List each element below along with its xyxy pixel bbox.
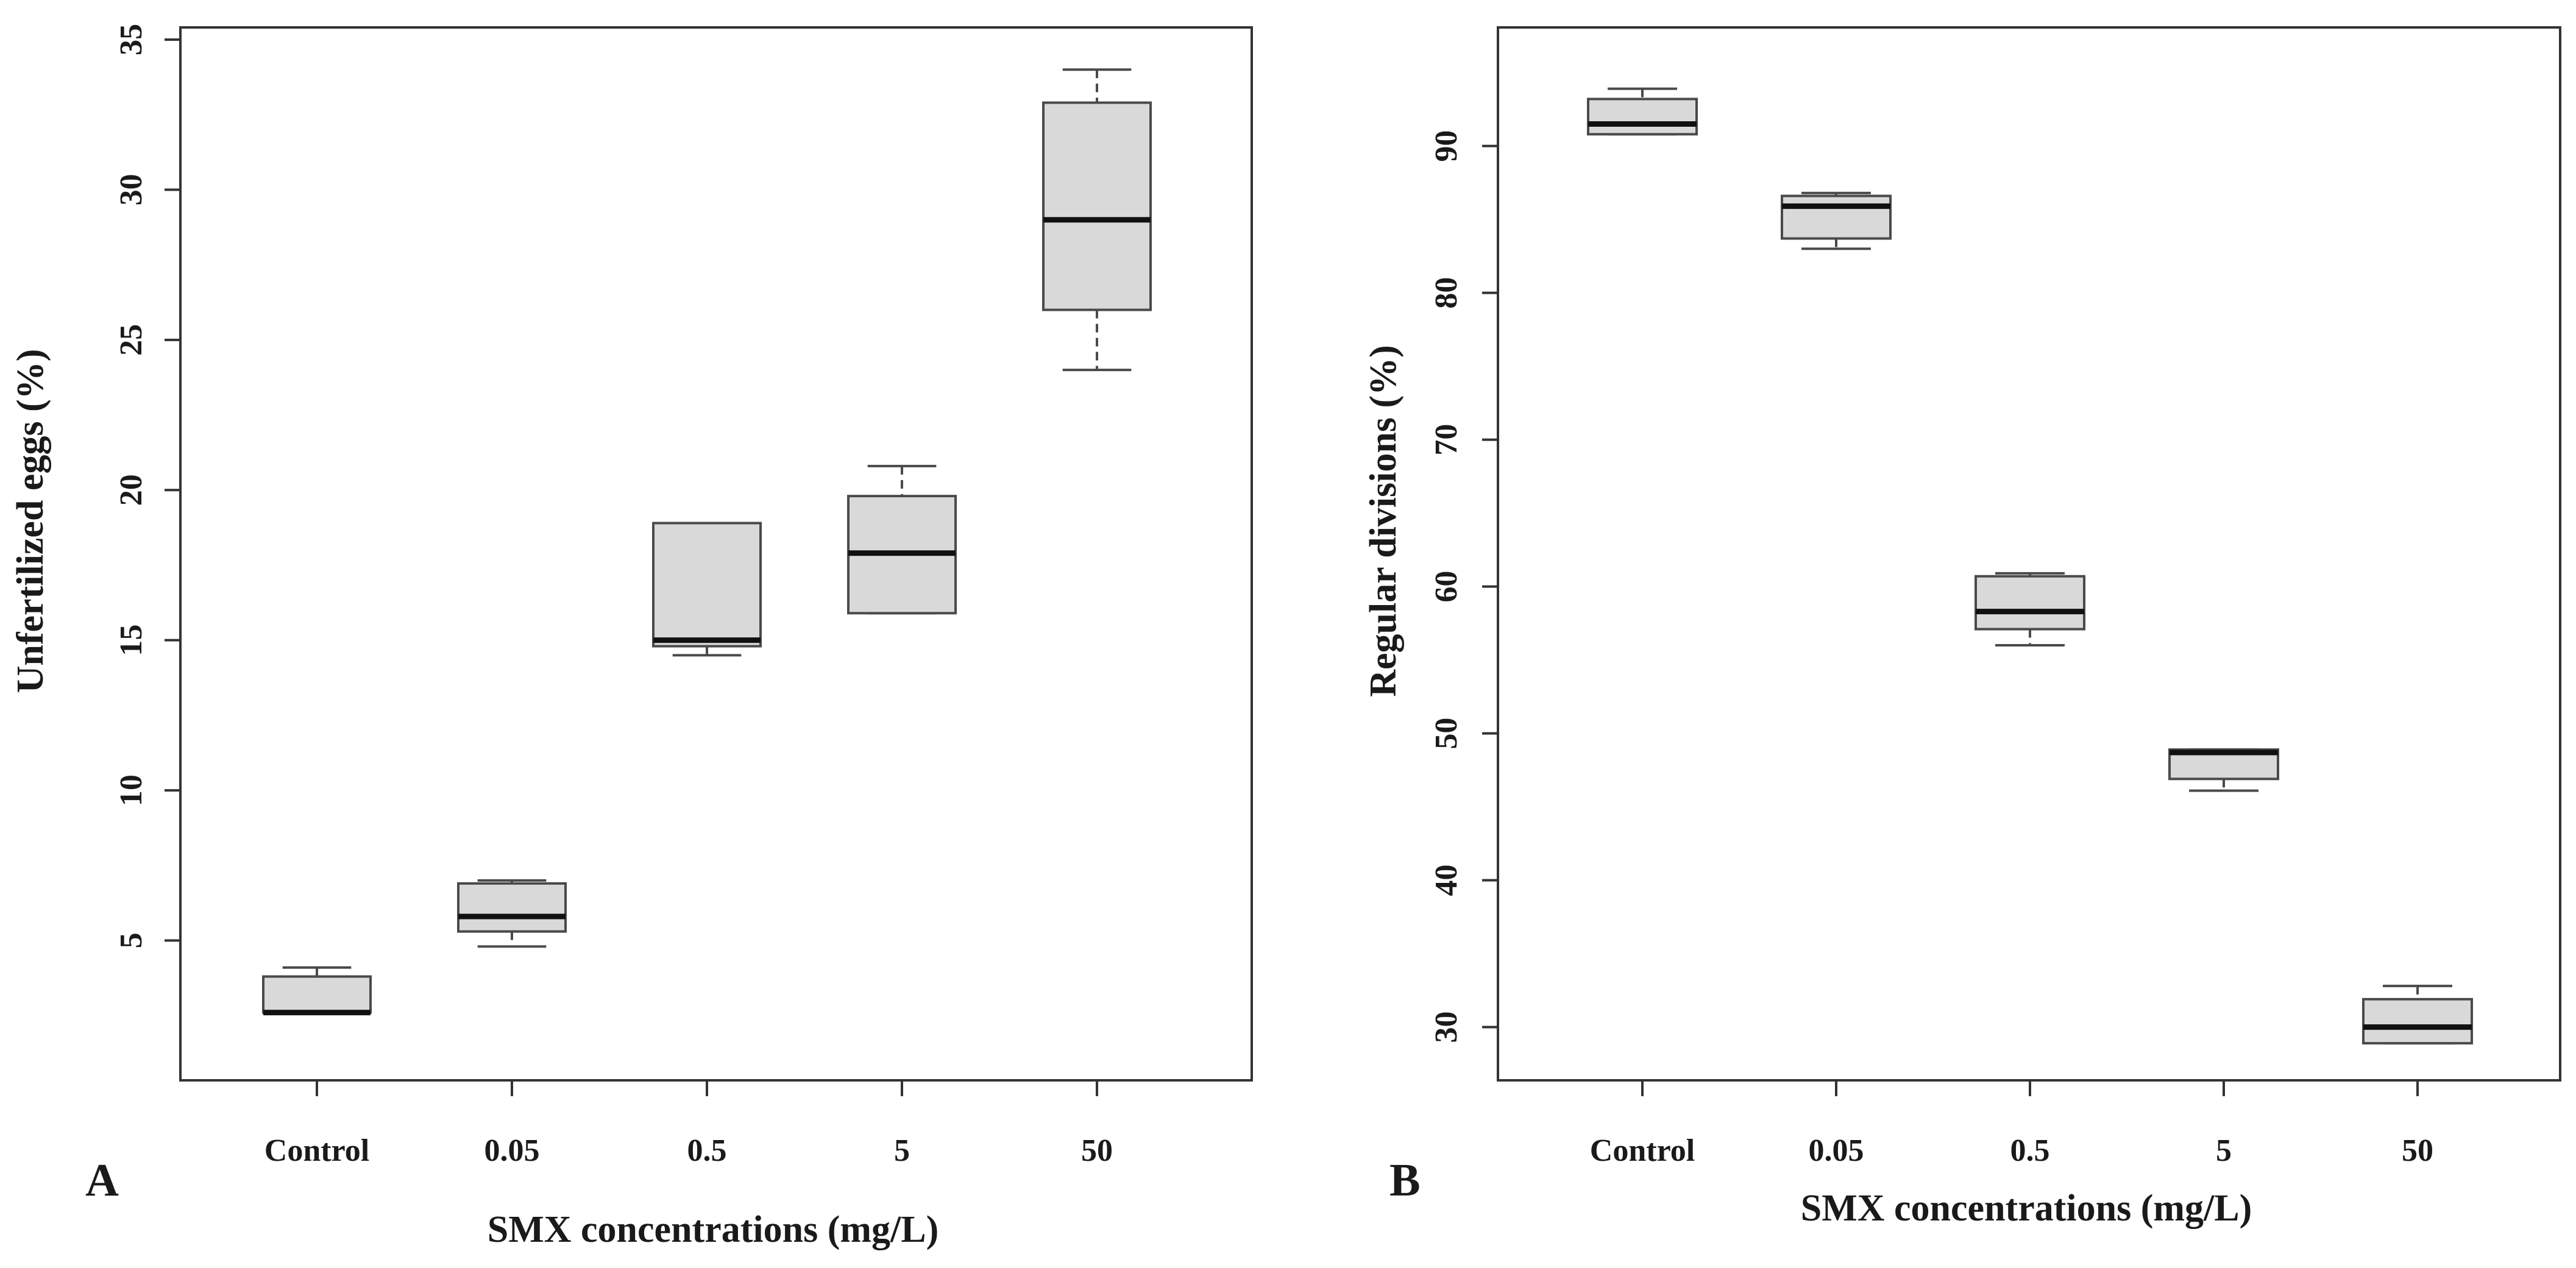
panel-a-xtick-label: 0.05 <box>484 1133 540 1168</box>
iqr-box <box>262 975 372 1014</box>
panel-b-box-1 <box>1587 87 1698 136</box>
iqr-box <box>1042 101 1152 311</box>
panel-b-xlabel: SMX concentrations (mg/L) <box>1801 1188 2252 1229</box>
panel-b-box-5 <box>2362 985 2473 1045</box>
panel-a-xtick-label: Control <box>264 1133 369 1168</box>
panel-b-ytick-label: 60 <box>1429 571 1464 603</box>
panel-a-letter: A <box>85 1155 119 1206</box>
panel-b-box-3 <box>1975 572 2085 647</box>
iqr-box <box>1975 575 2085 631</box>
panel-a-xlabel: SMX concentrations (mg/L) <box>488 1209 939 1250</box>
panel-a-box-5 <box>1042 68 1152 372</box>
iqr-box <box>1781 194 1892 240</box>
panel-a-ytick-label: 5 <box>114 933 149 949</box>
panel-a-marks: 5 10 15 20 25 30 35 Control 0.05 0.5 5 50 <box>114 24 1152 1168</box>
panel-a-ytick-label: 15 <box>114 625 149 656</box>
panel-b-letter: B <box>1389 1155 1421 1206</box>
panel-a-box-3 <box>652 522 762 657</box>
panel-b-xtick-label: 0.05 <box>1809 1133 1864 1168</box>
panel-b-box-4 <box>2168 748 2279 792</box>
panel-b-marks: 30 40 50 60 70 80 90 Control 0.05 0.5 5 50 <box>1429 87 2473 1168</box>
panel-b-ylabel: Regular divisions (%) <box>1363 345 1404 697</box>
panel-a: 5 10 15 20 25 30 35 Control 0.05 0.5 5 50 SMX conce… <box>10 24 1253 1250</box>
panel-b-ytick-label: 90 <box>1429 130 1464 162</box>
panel-a-xtick-label: 50 <box>1081 1133 1113 1168</box>
panel-a-box-2 <box>457 879 567 948</box>
panel-a-ytick-label: 20 <box>114 474 149 506</box>
panel-b-xtick-label: 50 <box>2402 1133 2433 1168</box>
panel-b-ytick-label: 40 <box>1429 865 1464 896</box>
iqr-box <box>652 522 762 648</box>
panel-b-ytick-label: 30 <box>1429 1011 1464 1043</box>
iqr-box <box>2362 997 2473 1045</box>
iqr-box <box>457 882 567 933</box>
panel-b-ytick-label: 50 <box>1429 718 1464 749</box>
panel-b-xtick-label: 5 <box>2216 1133 2232 1168</box>
panel-b-ytick-label: 80 <box>1429 277 1464 309</box>
panel-a-ylabel: Unfertilized eggs (%) <box>10 349 51 693</box>
panel-a-ytick-label: 35 <box>114 24 149 55</box>
panel-b-xtick-label: 0.5 <box>2010 1133 2050 1168</box>
panel-a-box-4 <box>847 464 957 615</box>
iqr-box <box>1587 97 1698 136</box>
panel-a-plot-frame <box>179 26 1253 1082</box>
panel-a-ytick-label: 30 <box>114 174 149 205</box>
panel-b: 30 40 50 60 70 80 90 Control 0.05 0.5 5 50 SMX conc… <box>1363 26 2561 1229</box>
panel-a-ytick-label: 25 <box>114 324 149 356</box>
panel-a-xtick-label: 0.5 <box>687 1133 727 1168</box>
panel-a-ytick-label: 10 <box>114 774 149 806</box>
panel-b-xtick-label: Control <box>1590 1133 1695 1168</box>
panel-b-plot-frame <box>1497 26 2561 1082</box>
panel-a-box-1 <box>262 966 372 1016</box>
panel-b-box-2 <box>1781 191 1892 250</box>
panel-b-ytick-label: 70 <box>1429 424 1464 456</box>
panel-a-xtick-label: 5 <box>894 1133 910 1168</box>
